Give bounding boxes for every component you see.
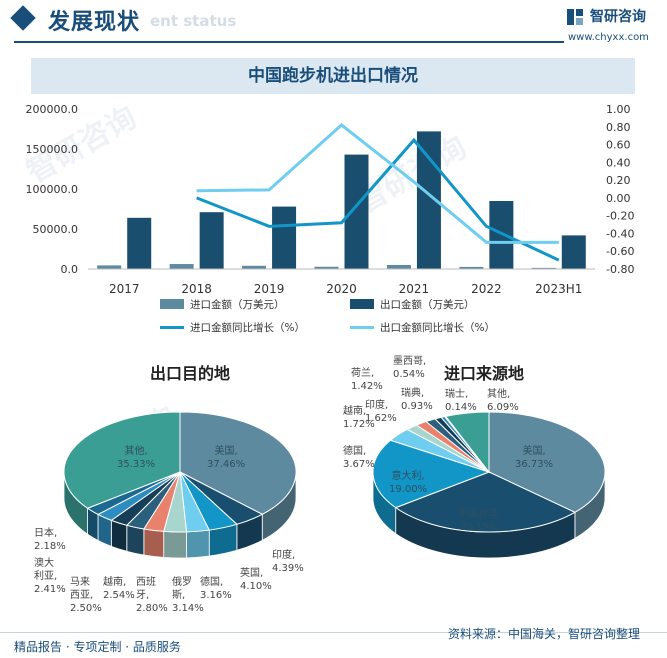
legend-swatch — [350, 299, 374, 309]
y-right-tick-label: 0.40 — [606, 156, 631, 169]
x-tick-label: 2018 — [181, 282, 212, 296]
x-tick-label: 2017 — [109, 282, 140, 296]
y-left-tick-label: 100000.0 — [26, 183, 79, 196]
x-tick-label: 2023H1 — [535, 282, 582, 296]
pie-slice-side — [163, 530, 187, 559]
y-right-tick-label: 0.00 — [606, 192, 631, 205]
combo-chart: 0.0 50000.0 100000.0 150000.0 200000.0 -0.80 -… — [26, 103, 635, 296]
import-amount-bar — [386, 265, 411, 269]
footer-tagline: 精品报告 · 专项定制 · 品质服务 — [14, 640, 181, 654]
chart-title-bar: 中国跑步机进出口情况 — [31, 58, 635, 94]
y-right-tick-label: 0.80 — [606, 121, 631, 134]
pie-slice — [394, 471, 576, 533]
legend-label: 进口金额同比增长（%） — [190, 322, 305, 334]
source-note: 资料来源：中国海关，智研咨询整理 — [448, 627, 641, 641]
pie-slice-label: 其他, 35.33% — [117, 446, 156, 470]
pie-slice-label: 瑞士, 0.14% — [445, 389, 477, 413]
pie-slice-label: 荷兰, 1.42% — [351, 368, 383, 392]
pie-slice — [488, 411, 606, 513]
y-right-tick-label: -0.20 — [606, 210, 634, 223]
x-tick-label: 2019 — [254, 282, 285, 296]
import-amount-bar — [531, 267, 556, 269]
import-amount-bar — [169, 264, 194, 269]
header-divider — [14, 41, 564, 43]
y-left-tick-label: 200000.0 — [26, 103, 79, 116]
pie-slice-label: 马来 西亚, 2.50% — [70, 577, 102, 614]
pie-slice — [63, 411, 181, 509]
pie-slice-label: 印度, 1.62% — [365, 400, 397, 424]
export-growth-line — [196, 123, 559, 244]
pie-slice-label: 墨西哥, 0.54% — [393, 356, 427, 380]
footer: 精品报告 · 专项定制 · 品质服务 资料来源：中国海关，智研咨询整理 — [0, 626, 667, 658]
import-growth-line — [196, 137, 560, 262]
section-title: 发展现状 — [48, 10, 141, 35]
pie-slice-label: 西班 牙, 2.80% — [136, 577, 168, 614]
y-right-tick-label: -0.40 — [606, 227, 634, 240]
footer-divider — [0, 632, 667, 633]
pie-slice-label: 日本, 2.18% — [34, 528, 66, 552]
section-subtitle: ent status — [150, 12, 237, 30]
pie-slice-label: 德国, 3.67% — [343, 446, 375, 470]
legend-swatch — [160, 326, 184, 329]
export-pie-chart — [63, 411, 606, 559]
import-amount-bar — [97, 265, 122, 269]
import-amount-bar — [459, 266, 484, 269]
y-right-tick-label: 0.20 — [606, 174, 631, 187]
legend-swatch — [350, 326, 374, 329]
y-right-tick-label: 1.00 — [606, 103, 631, 116]
pie-slice-label: 澳大 利亚, 2.41% — [34, 558, 66, 595]
pie-slice-label: 中国台湾, 28.15% — [458, 509, 502, 533]
pie-slice-label: 其他, 6.09% — [487, 389, 519, 413]
export-amount-bar — [127, 217, 152, 269]
x-tick-label: 2021 — [399, 282, 430, 296]
pie-slice-label: 印度, 4.39% — [272, 550, 304, 574]
pie-slice — [372, 439, 491, 509]
y-left-tick-label: 0.0 — [61, 263, 79, 276]
pie-slice-label: 瑞典, 0.93% — [401, 388, 433, 412]
pie-slice-label: 越南, 1.72% — [343, 406, 375, 430]
pie-slice-label: 美国, 37.46% — [207, 446, 246, 470]
chart-title: 中国跑步机进出口情况 — [248, 66, 418, 86]
brand-logo-icon — [567, 9, 583, 25]
pie-slice — [444, 411, 490, 474]
legend-swatch — [160, 299, 184, 309]
pie-slice-label: 意大利, 19.00% — [389, 471, 428, 495]
export-amount-bar — [199, 212, 224, 269]
legend-label: 出口金额同比增长（%） — [380, 322, 495, 334]
pie-slice-label: 英国, 4.10% — [240, 568, 272, 592]
export-amount-bar — [561, 235, 586, 269]
diamond-icon — [10, 5, 36, 31]
export-amount-bar — [344, 154, 369, 269]
brand-url: www.chyxx.com — [568, 32, 649, 43]
legend-label: 出口金额（万美元） — [380, 299, 475, 311]
pie-slice-side — [143, 528, 165, 558]
export-amount-bar — [272, 206, 297, 269]
pie-slice-side — [126, 524, 145, 556]
pie-slice-label: 美国, 36.73% — [515, 446, 554, 470]
x-tick-label: 2022 — [471, 282, 502, 296]
y-left-tick-label: 150000.0 — [26, 143, 79, 156]
pie-slice-label: 德国, 3.16% — [200, 577, 232, 601]
pie-slice — [179, 411, 297, 515]
brand-name: 智研咨询 — [590, 9, 646, 25]
pie-slice-label: 俄罗 斯, 3.14% — [172, 577, 204, 614]
import-amount-bar — [242, 265, 267, 269]
legend-label: 进口金额（万美元） — [190, 299, 285, 311]
x-tick-label: 2020 — [326, 282, 357, 296]
y-right-tick-label: 0.60 — [606, 139, 631, 152]
y-right-tick-label: -0.80 — [606, 263, 634, 276]
header: 发展现状 ent status 智研咨询 www.chyxx.com — [0, 0, 667, 48]
pie-slice-side — [186, 529, 210, 559]
pie-slice-label: 越南, 2.54% — [103, 577, 135, 601]
export-pie-title: 出口目的地 — [150, 364, 231, 383]
y-left-tick-label: 50000.0 — [33, 223, 79, 236]
y-right-tick-label: -0.60 — [606, 245, 634, 258]
import-amount-bar — [314, 266, 339, 269]
export-amount-bar — [489, 201, 514, 269]
import-pie-title: 进口来源地 — [444, 364, 525, 383]
